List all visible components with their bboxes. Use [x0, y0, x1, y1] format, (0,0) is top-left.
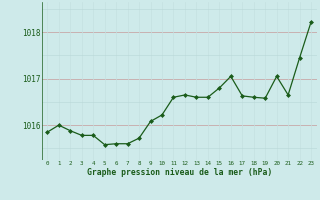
X-axis label: Graphe pression niveau de la mer (hPa): Graphe pression niveau de la mer (hPa) — [87, 168, 272, 177]
